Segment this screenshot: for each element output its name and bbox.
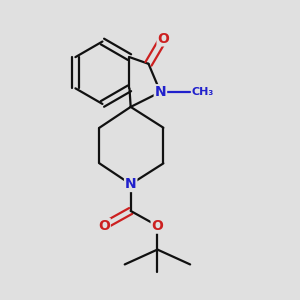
Text: CH₃: CH₃ [192,87,214,97]
Text: N: N [125,177,136,191]
Text: N: N [154,85,166,99]
Text: O: O [98,219,110,233]
Text: O: O [152,219,164,233]
Text: O: O [158,32,169,46]
